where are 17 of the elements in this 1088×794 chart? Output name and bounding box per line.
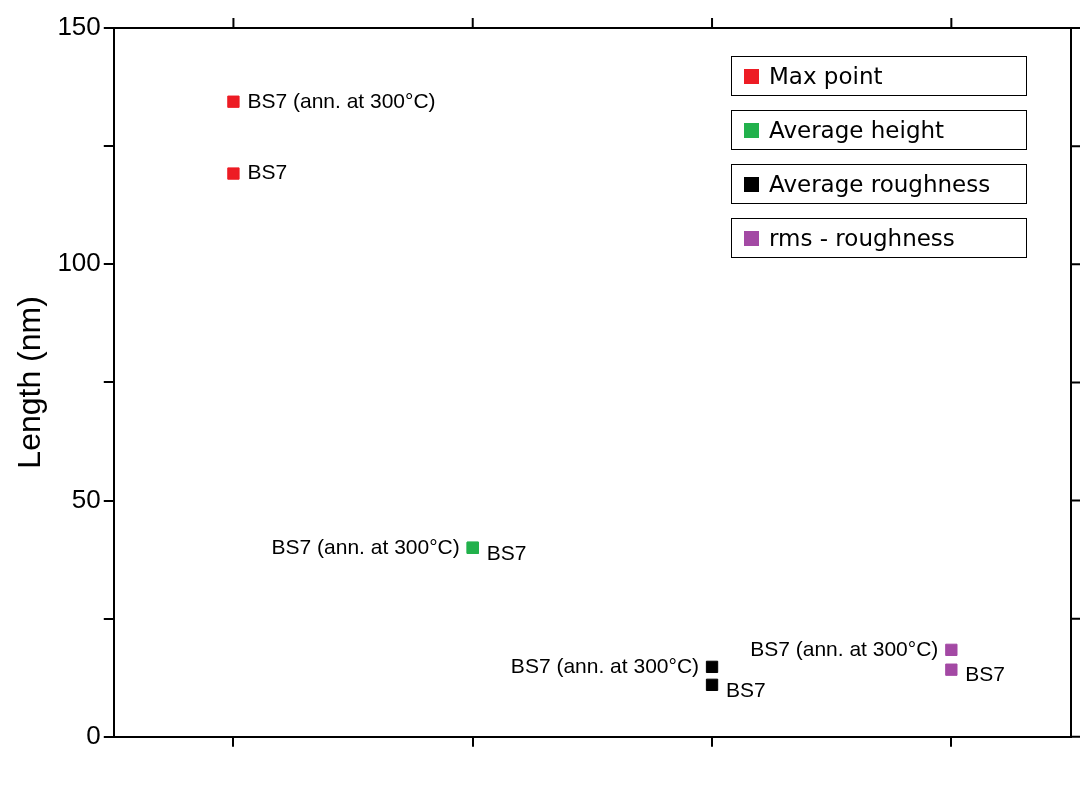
y-tick-label: 50 — [71, 483, 101, 514]
data-label: BS7 — [247, 160, 288, 184]
legend-label: Average roughness — [769, 171, 991, 197]
y-tick-label: 100 — [57, 247, 101, 278]
data-label: BS7 (ann. at 300°C) — [271, 534, 460, 558]
data-label: BS7 — [965, 662, 1006, 686]
legend-label: Average height — [769, 117, 945, 143]
data-label: BS7 (ann. at 300°C) — [750, 636, 939, 660]
y-tick-label: 0 — [86, 719, 101, 750]
data-label: BS7 — [486, 540, 527, 564]
data-label: BS7 (ann. at 300°C) — [247, 88, 436, 112]
legend-label: rms - roughness — [769, 225, 955, 251]
y-axis-title: Length (nm) — [11, 296, 48, 469]
data-label: BS7 — [726, 677, 766, 701]
legend-label: Max point — [769, 63, 883, 89]
data-label: BS7 (ann. at 300°C) — [510, 653, 700, 677]
y-tick-label: 150 — [57, 11, 101, 42]
